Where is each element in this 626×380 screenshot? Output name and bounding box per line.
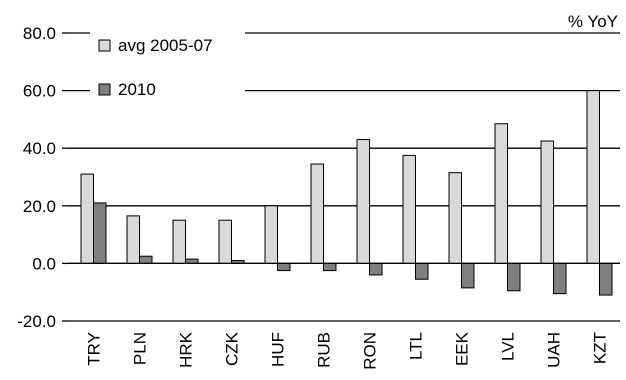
bar-uah-2010 (553, 262, 567, 295)
bar-czk-avg (218, 219, 232, 264)
bar-rub-2010 (323, 262, 337, 272)
bar-ron-2010 (369, 262, 383, 276)
x-category-label: RUB (315, 332, 334, 368)
bar-kzt-2010 (599, 262, 613, 296)
legend-background (90, 24, 245, 106)
bar-pln-avg (126, 215, 140, 264)
bar-ron-avg (356, 139, 370, 264)
bar-try-2010 (93, 202, 107, 264)
unit-label: % YoY (568, 12, 618, 31)
x-category-label: EEK (453, 331, 472, 366)
x-category-label: TRY (85, 332, 104, 366)
bars (68, 90, 620, 296)
legend-label-2010: 2010 (118, 80, 156, 99)
legend-swatch-2010 (98, 83, 111, 96)
bar-pln-2010 (139, 255, 153, 264)
legend-label-avg: avg 2005-07 (118, 36, 213, 55)
y-tick-label: 0.0 (32, 254, 56, 273)
legend: avg 2005-07 2010 (90, 24, 245, 106)
bar-kzt-avg (586, 90, 600, 264)
bar-ltl-avg (402, 154, 416, 264)
bar-lvl-avg (494, 123, 508, 264)
x-category-label: LTL (407, 332, 426, 360)
y-tick-label: 80.0 (23, 24, 56, 43)
y-tick-label: 60.0 (23, 82, 56, 101)
bar-eek-2010 (461, 262, 475, 289)
bar-hrk-avg (172, 219, 186, 264)
bar-lvl-2010 (507, 262, 521, 292)
bar-rub-avg (310, 163, 324, 264)
x-category-label: RON (361, 332, 380, 370)
legend-swatch-avg (98, 39, 111, 52)
y-tick-label: -20.0 (17, 312, 56, 331)
y-axis-ticks: 80.0 60.0 40.0 20.0 0.0 -20.0 (17, 24, 68, 331)
x-category-label: KZT (591, 332, 610, 364)
x-category-label: UAH (545, 332, 564, 368)
bar-eek-avg (448, 172, 462, 264)
bar-huf-2010 (277, 262, 291, 272)
y-tick-label: 20.0 (23, 197, 56, 216)
bar-ltl-2010 (415, 262, 429, 280)
bar-uah-avg (540, 140, 554, 264)
bar-try-avg (80, 173, 94, 264)
x-category-label: LVL (499, 332, 518, 361)
x-category-label: HRK (177, 331, 196, 368)
x-axis-labels: TRY PLN HRK CZK HUF RUB RON LTL EEK LVL UAH KZT (85, 331, 610, 369)
x-category-label: CZK (223, 331, 242, 366)
x-category-label: HUF (269, 332, 288, 367)
bar-huf-avg (264, 205, 278, 264)
x-category-label: PLN (131, 332, 150, 365)
y-tick-label: 40.0 (23, 139, 56, 158)
